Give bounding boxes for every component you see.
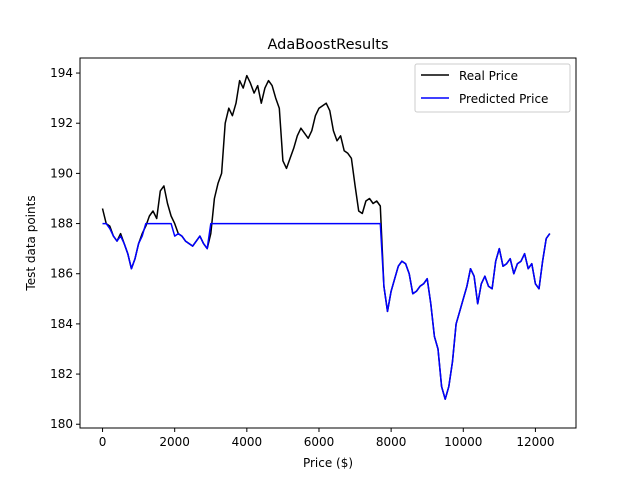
y-tick-label: 180 bbox=[50, 417, 73, 431]
y-tick-label: 188 bbox=[50, 217, 73, 231]
legend: Real Price Predicted Price bbox=[414, 63, 571, 113]
x-tick-label: 12000 bbox=[516, 435, 554, 449]
plot-area bbox=[101, 74, 551, 400]
y-tick-label: 186 bbox=[50, 267, 73, 281]
x-tick-label: 4000 bbox=[232, 435, 263, 449]
y-tick-label: 192 bbox=[50, 116, 73, 130]
chart-title: AdaBoostResults bbox=[267, 37, 388, 53]
x-tick-label: 2000 bbox=[159, 435, 190, 449]
x-tick-label: 6000 bbox=[304, 435, 335, 449]
x-axis-label: Price ($) bbox=[303, 456, 353, 470]
series-line-real-price bbox=[101, 74, 551, 400]
legend-label-predicted-price: Predicted Price bbox=[459, 92, 548, 106]
x-tick-label: 10000 bbox=[444, 435, 482, 449]
x-axis: 0 2000 4000 6000 8000 10000 12000 bbox=[99, 428, 555, 449]
legend-label-real-price: Real Price bbox=[459, 69, 518, 83]
y-axis: 180 182 184 186 188 190 192 194 bbox=[50, 66, 80, 431]
y-tick-label: 194 bbox=[50, 66, 73, 80]
series-line-predicted-price bbox=[102, 222, 551, 400]
y-tick-label: 182 bbox=[50, 367, 73, 381]
y-tick-label: 190 bbox=[50, 166, 73, 180]
x-tick-label: 0 bbox=[99, 435, 107, 449]
y-axis-label: Test data points bbox=[24, 195, 38, 291]
series-layer bbox=[101, 74, 551, 400]
y-tick-label: 184 bbox=[50, 317, 73, 331]
legend-box bbox=[414, 63, 571, 113]
x-tick-label: 8000 bbox=[376, 435, 407, 449]
plot-frame bbox=[79, 57, 577, 429]
